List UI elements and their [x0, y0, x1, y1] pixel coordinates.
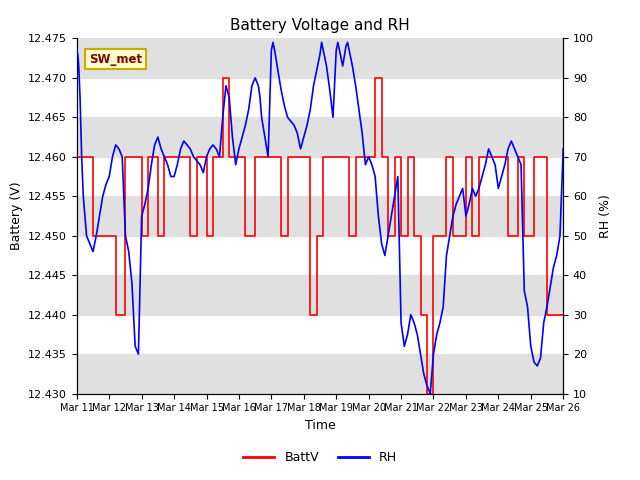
Bar	[77, 117, 563, 157]
Text: SW_met: SW_met	[89, 53, 142, 66]
Y-axis label: RH (%): RH (%)	[600, 194, 612, 238]
Bar	[77, 275, 563, 315]
Bar	[77, 354, 563, 394]
Y-axis label: Battery (V): Battery (V)	[10, 182, 22, 250]
Bar	[77, 38, 563, 78]
Bar	[77, 196, 563, 236]
Legend: BattV, RH: BattV, RH	[238, 446, 402, 469]
Title: Battery Voltage and RH: Battery Voltage and RH	[230, 18, 410, 33]
X-axis label: Time: Time	[305, 419, 335, 432]
